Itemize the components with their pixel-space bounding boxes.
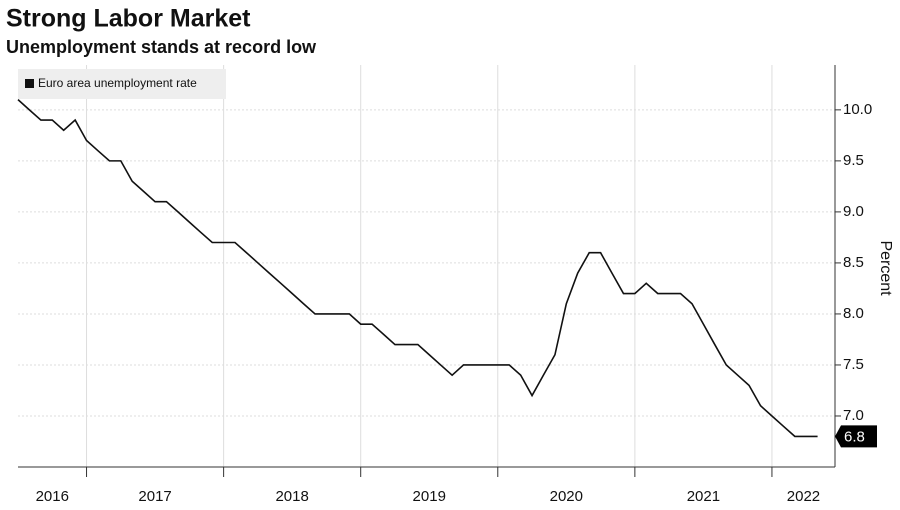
value-label: 6.8 [844,428,865,445]
x-tick-label: 2017 [138,488,171,505]
legend-label: Euro area unemployment rate [38,76,197,90]
y-tick-label: 10.0 [843,101,872,118]
legend-swatch [25,79,34,88]
x-tick-label: 2021 [687,488,720,505]
legend-box [18,69,226,99]
y-tick-label: 7.0 [843,407,864,424]
line [17,99,818,438]
x-tick-label: 2020 [550,488,583,505]
x-tick-label: 2022 [787,488,820,505]
y-tick-label: 8.5 [843,254,864,271]
x-tick-label: 2016 [36,488,69,505]
chart-title: Strong Labor Market [6,5,251,33]
y-tick-label: 8.0 [843,305,864,322]
y-axis-label: Percent [877,240,894,296]
x-tick-label: 2018 [275,488,308,505]
value-badge [835,425,877,448]
x-tick-label: 2019 [413,488,446,505]
y-tick-label: 7.5 [843,356,864,373]
chart-subtitle: Unemployment stands at record low [6,37,317,57]
y-tick-label: 9.5 [843,152,864,169]
y-tick-label: 9.0 [843,203,864,220]
